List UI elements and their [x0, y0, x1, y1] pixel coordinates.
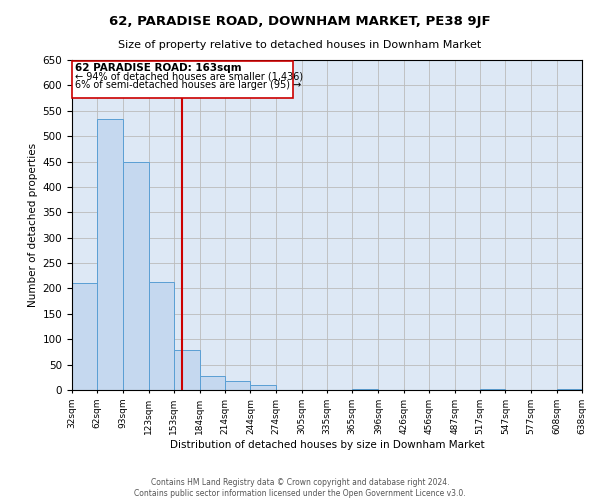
Bar — [124, 162, 149, 390]
Bar — [250, 385, 275, 390]
Text: 6% of semi-detached houses are larger (95) →: 6% of semi-detached houses are larger (9… — [76, 80, 302, 90]
Bar — [200, 376, 225, 390]
Bar — [225, 381, 250, 390]
Text: 62 PARADISE ROAD: 163sqm: 62 PARADISE ROAD: 163sqm — [76, 63, 242, 73]
Text: Contains HM Land Registry data © Crown copyright and database right 2024.
Contai: Contains HM Land Registry data © Crown c… — [134, 478, 466, 498]
Bar — [72, 61, 293, 98]
Bar — [174, 350, 200, 390]
Bar — [352, 389, 379, 390]
Text: 62, PARADISE ROAD, DOWNHAM MARKET, PE38 9JF: 62, PARADISE ROAD, DOWNHAM MARKET, PE38 … — [109, 15, 491, 28]
Y-axis label: Number of detached properties: Number of detached properties — [28, 143, 38, 307]
X-axis label: Distribution of detached houses by size in Downham Market: Distribution of detached houses by size … — [170, 440, 484, 450]
Text: Size of property relative to detached houses in Downham Market: Size of property relative to detached ho… — [118, 40, 482, 50]
Text: ← 94% of detached houses are smaller (1,436): ← 94% of detached houses are smaller (1,… — [76, 71, 304, 81]
Bar — [72, 284, 97, 390]
Bar — [149, 282, 174, 390]
Bar — [97, 120, 124, 390]
